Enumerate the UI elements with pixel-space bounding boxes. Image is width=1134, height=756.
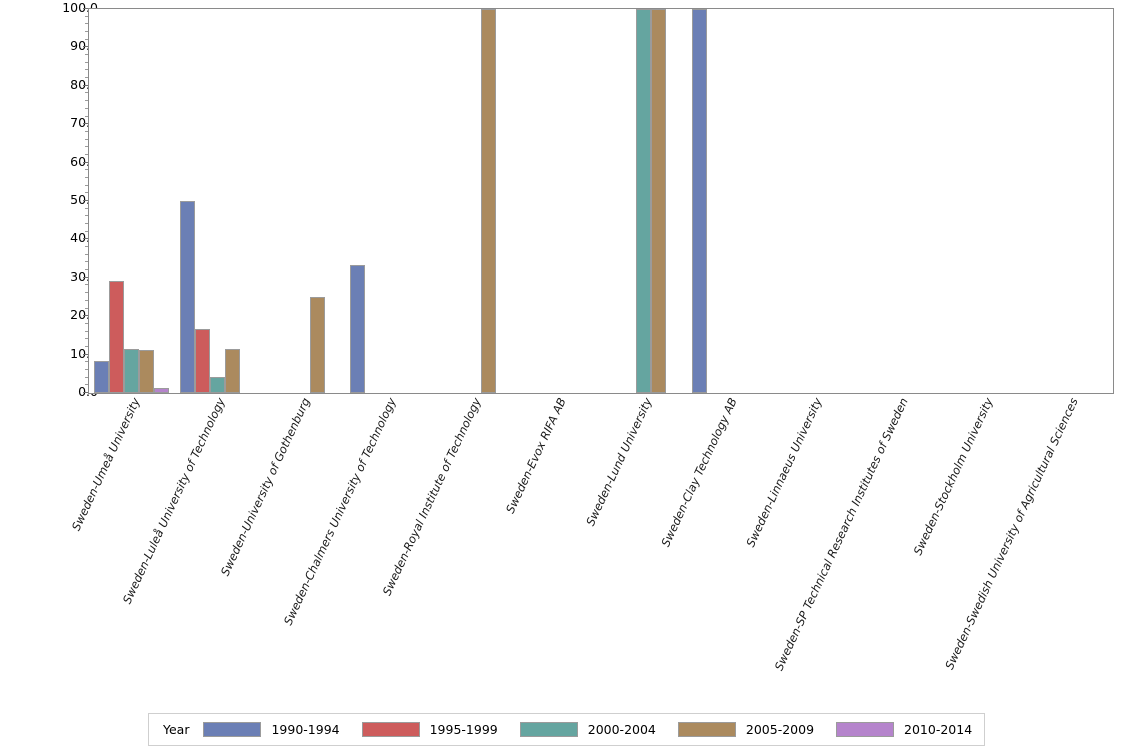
bar — [94, 361, 110, 393]
y-axis-minor-tick-mark — [85, 345, 89, 347]
y-axis-minor-tick-mark — [85, 184, 89, 186]
y-axis-tick-mark — [83, 46, 89, 48]
legend-color-swatch — [677, 722, 736, 737]
legend-color-swatch — [519, 722, 578, 737]
legend-label: 2005-2009 — [745, 722, 815, 737]
legend-label: 2010-2014 — [904, 722, 973, 737]
y-axis-minor-tick-mark — [85, 138, 89, 140]
legend-label: 1990-1994 — [271, 722, 340, 737]
legend-color-swatch — [836, 722, 895, 737]
plot-area — [88, 8, 1114, 394]
bar — [691, 9, 707, 393]
bar — [636, 9, 652, 393]
bar — [139, 349, 155, 393]
y-axis-tick-mark — [83, 238, 89, 240]
y-axis-minor-tick-mark — [85, 307, 89, 309]
y-axis-minor-tick-mark — [85, 368, 89, 370]
y-axis-minor-tick-mark — [85, 69, 89, 71]
y-axis-minor-tick-mark — [85, 299, 89, 301]
y-axis-minor-tick-mark — [85, 169, 89, 171]
y-axis-tick-mark — [83, 353, 89, 355]
x-axis-tick-labels: Sweden-Umeå University Sweden-Luleå Unive… — [0, 396, 1134, 706]
y-axis-tick-mark — [83, 315, 89, 317]
x-axis-tick-label: Sweden-Umeå University — [68, 395, 143, 533]
x-axis-tick-label: Sweden-Linnaeus University — [743, 395, 826, 550]
y-axis-minor-tick-mark — [85, 54, 89, 56]
y-axis-minor-tick-mark — [85, 15, 89, 17]
y-axis-minor-tick-mark — [85, 207, 89, 209]
bar — [109, 280, 125, 393]
y-axis-minor-tick-mark — [85, 130, 89, 132]
y-axis-tick-mark — [83, 84, 89, 86]
y-axis-minor-tick-mark — [85, 361, 89, 363]
y-axis-minor-tick-mark — [85, 246, 89, 248]
y-axis-minor-tick-mark — [85, 107, 89, 109]
y-axis-minor-tick-mark — [85, 38, 89, 40]
bar — [209, 376, 225, 393]
y-axis-minor-tick-mark — [85, 153, 89, 155]
x-axis-tick-label: Sweden-Stockholm University — [910, 395, 996, 558]
y-axis-minor-tick-mark — [85, 77, 89, 79]
bar — [224, 348, 240, 393]
y-axis-minor-tick-mark — [85, 261, 89, 263]
legend-entry[interactable]: 1995-1999 — [361, 722, 498, 737]
y-axis-tick-mark — [83, 276, 89, 278]
y-axis-minor-tick-mark — [85, 115, 89, 117]
y-axis-tick-mark — [83, 392, 89, 393]
bar — [350, 265, 366, 393]
y-axis-tick-mark — [83, 200, 89, 201]
x-axis-tick-label: Sweden-Lund University — [582, 395, 655, 528]
y-axis-minor-tick-mark — [85, 330, 89, 332]
x-axis-tick-label: Sweden-Royal Institute of Technology — [379, 395, 484, 598]
legend-color-swatch — [203, 722, 262, 737]
y-axis-minor-tick-mark — [85, 322, 89, 324]
y-axis-minor-tick-mark — [85, 61, 89, 63]
legend-entry[interactable]: 2000-2004 — [519, 722, 656, 737]
legend-title: Year — [163, 722, 190, 737]
x-axis-tick-label: Sweden-University of Gothenburg — [218, 395, 314, 578]
y-axis-minor-tick-mark — [85, 92, 89, 94]
y-axis-minor-tick-mark — [85, 31, 89, 33]
bar — [480, 9, 496, 393]
legend-entry[interactable]: 2010-2014 — [836, 722, 972, 737]
legend-label: 1995-1999 — [429, 722, 498, 737]
bar — [124, 348, 140, 393]
x-axis-tick-label: Sweden-Luleå University of Technology — [119, 395, 228, 606]
y-axis-minor-tick-mark — [85, 284, 89, 286]
bar — [179, 201, 195, 393]
y-axis-minor-tick-mark — [85, 223, 89, 225]
legend: Year 1990-1994 1995-1999 2000-2004 2005-200… — [148, 713, 985, 746]
y-axis-minor-tick-mark — [85, 376, 89, 378]
y-axis-minor-tick-mark — [85, 338, 89, 340]
legend-label: 2000-2004 — [587, 722, 656, 737]
y-axis-tick-mark — [83, 8, 89, 9]
bar — [309, 297, 325, 393]
bar — [651, 9, 667, 393]
y-axis-minor-tick-mark — [85, 269, 89, 271]
y-axis-minor-tick-mark — [85, 215, 89, 217]
y-axis-minor-tick-mark — [85, 230, 89, 232]
y-axis-minor-tick-mark — [85, 146, 89, 148]
x-axis-tick-label: Sweden-Clay Technology AB — [658, 395, 740, 549]
legend-entry[interactable]: 2005-2009 — [677, 722, 815, 737]
bar — [154, 387, 170, 393]
y-axis-minor-tick-mark — [85, 100, 89, 102]
y-axis-minor-tick-mark — [85, 192, 89, 194]
y-axis-minor-tick-mark — [85, 176, 89, 178]
x-axis-tick-label: Sweden-Evox RIFA AB — [503, 395, 570, 516]
legend-color-swatch — [361, 722, 420, 737]
legend-entry[interactable]: 1990-1994 — [203, 722, 340, 737]
y-axis-tick-mark — [83, 161, 89, 163]
y-axis-minor-tick-mark — [85, 23, 89, 25]
legend-entries: 1990-1994 1995-1999 2000-2004 2005-2009 2010… — [203, 722, 994, 737]
bar — [194, 328, 210, 393]
y-axis-minor-tick-mark — [85, 292, 89, 294]
y-axis-tick-mark — [83, 123, 89, 125]
y-axis-minor-tick-mark — [85, 253, 89, 255]
bar-series-container — [89, 9, 1113, 393]
y-axis-minor-tick-mark — [85, 384, 89, 386]
